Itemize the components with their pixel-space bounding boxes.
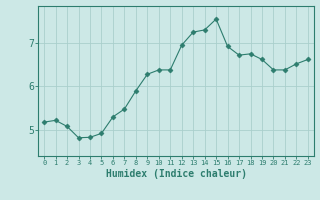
X-axis label: Humidex (Indice chaleur): Humidex (Indice chaleur) xyxy=(106,169,246,179)
